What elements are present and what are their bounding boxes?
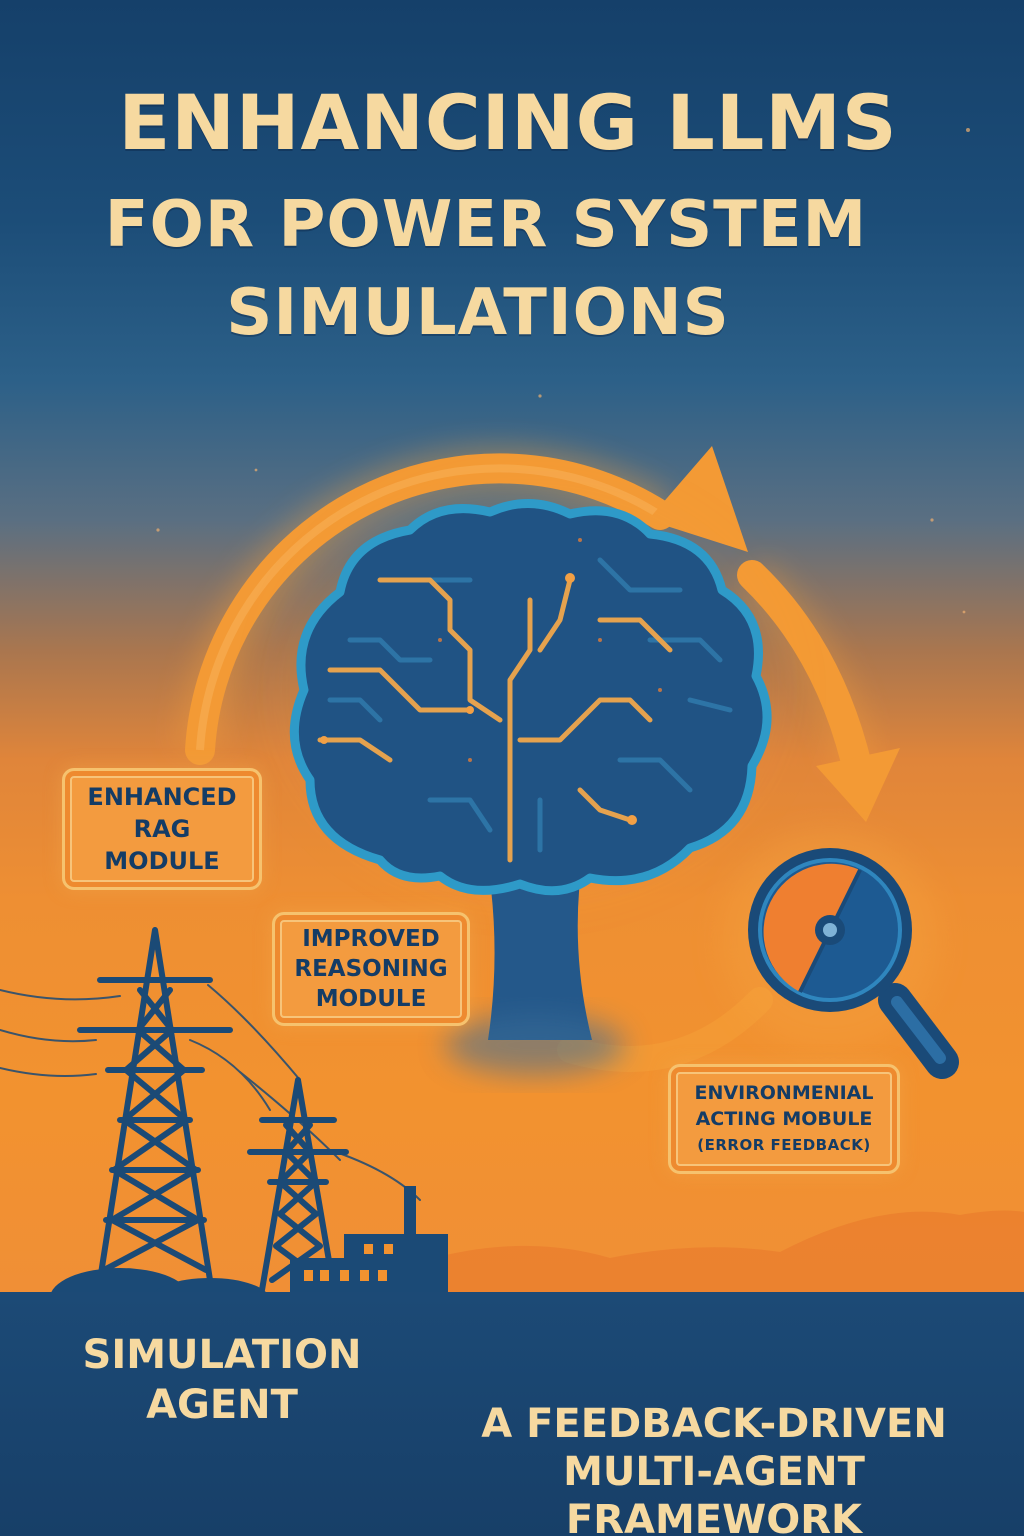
environmental-acting-module-box: ENVIRONMENIAL ACTING MOBULE (ERROR FEEDB…: [668, 1064, 900, 1174]
rag-module-line-1: ENHANCED: [87, 783, 237, 811]
power-plant-icon: [290, 1186, 448, 1294]
simulation-agent-label: SIMULATION AGENT: [62, 1330, 382, 1430]
enhanced-rag-module-box: ENHANCED RAG MODULE: [62, 768, 262, 890]
mountains-decoration: [420, 1210, 1024, 1292]
title-line-2: FOR POWER SYSTEM: [104, 188, 868, 262]
title-line-1: ENHANCING LLMS: [118, 78, 898, 167]
framework-tagline-line-2: MULTI-AGENT: [563, 1449, 865, 1495]
rag-module-line-3: MODULE: [104, 847, 220, 875]
rag-module-line-2: RAG: [133, 815, 191, 843]
title-line-3: SIMULATIONS: [226, 276, 730, 350]
magnifying-glass-gauge-icon: [720, 830, 959, 1079]
simulation-agent-line-2: AGENT: [146, 1382, 298, 1428]
environmental-module-line-1: ENVIRONMENIAL: [694, 1082, 874, 1104]
environmental-module-line-3: (ERROR FEEDBACK): [697, 1136, 871, 1154]
improved-reasoning-module-box: IMPROVED REASONING MODULE: [272, 912, 470, 1026]
reasoning-module-line-1: IMPROVED: [302, 926, 440, 952]
circuit-brain-icon: [289, 499, 772, 1075]
framework-tagline: A FEEDBACK-DRIVEN MULTI-AGENT FRAMEWORK: [474, 1400, 954, 1536]
transmission-tower-icon: [0, 927, 421, 1293]
reasoning-module-line-3: MODULE: [315, 986, 427, 1012]
footer-band: [0, 1292, 1024, 1536]
simulation-agent-line-1: SIMULATION: [82, 1332, 362, 1378]
framework-tagline-line-1: A FEEDBACK-DRIVEN: [481, 1401, 947, 1447]
environmental-module-line-2: ACTING MOBULE: [695, 1108, 873, 1130]
reasoning-module-line-2: REASONING: [294, 956, 448, 982]
framework-tagline-line-3: FRAMEWORK: [565, 1497, 863, 1536]
